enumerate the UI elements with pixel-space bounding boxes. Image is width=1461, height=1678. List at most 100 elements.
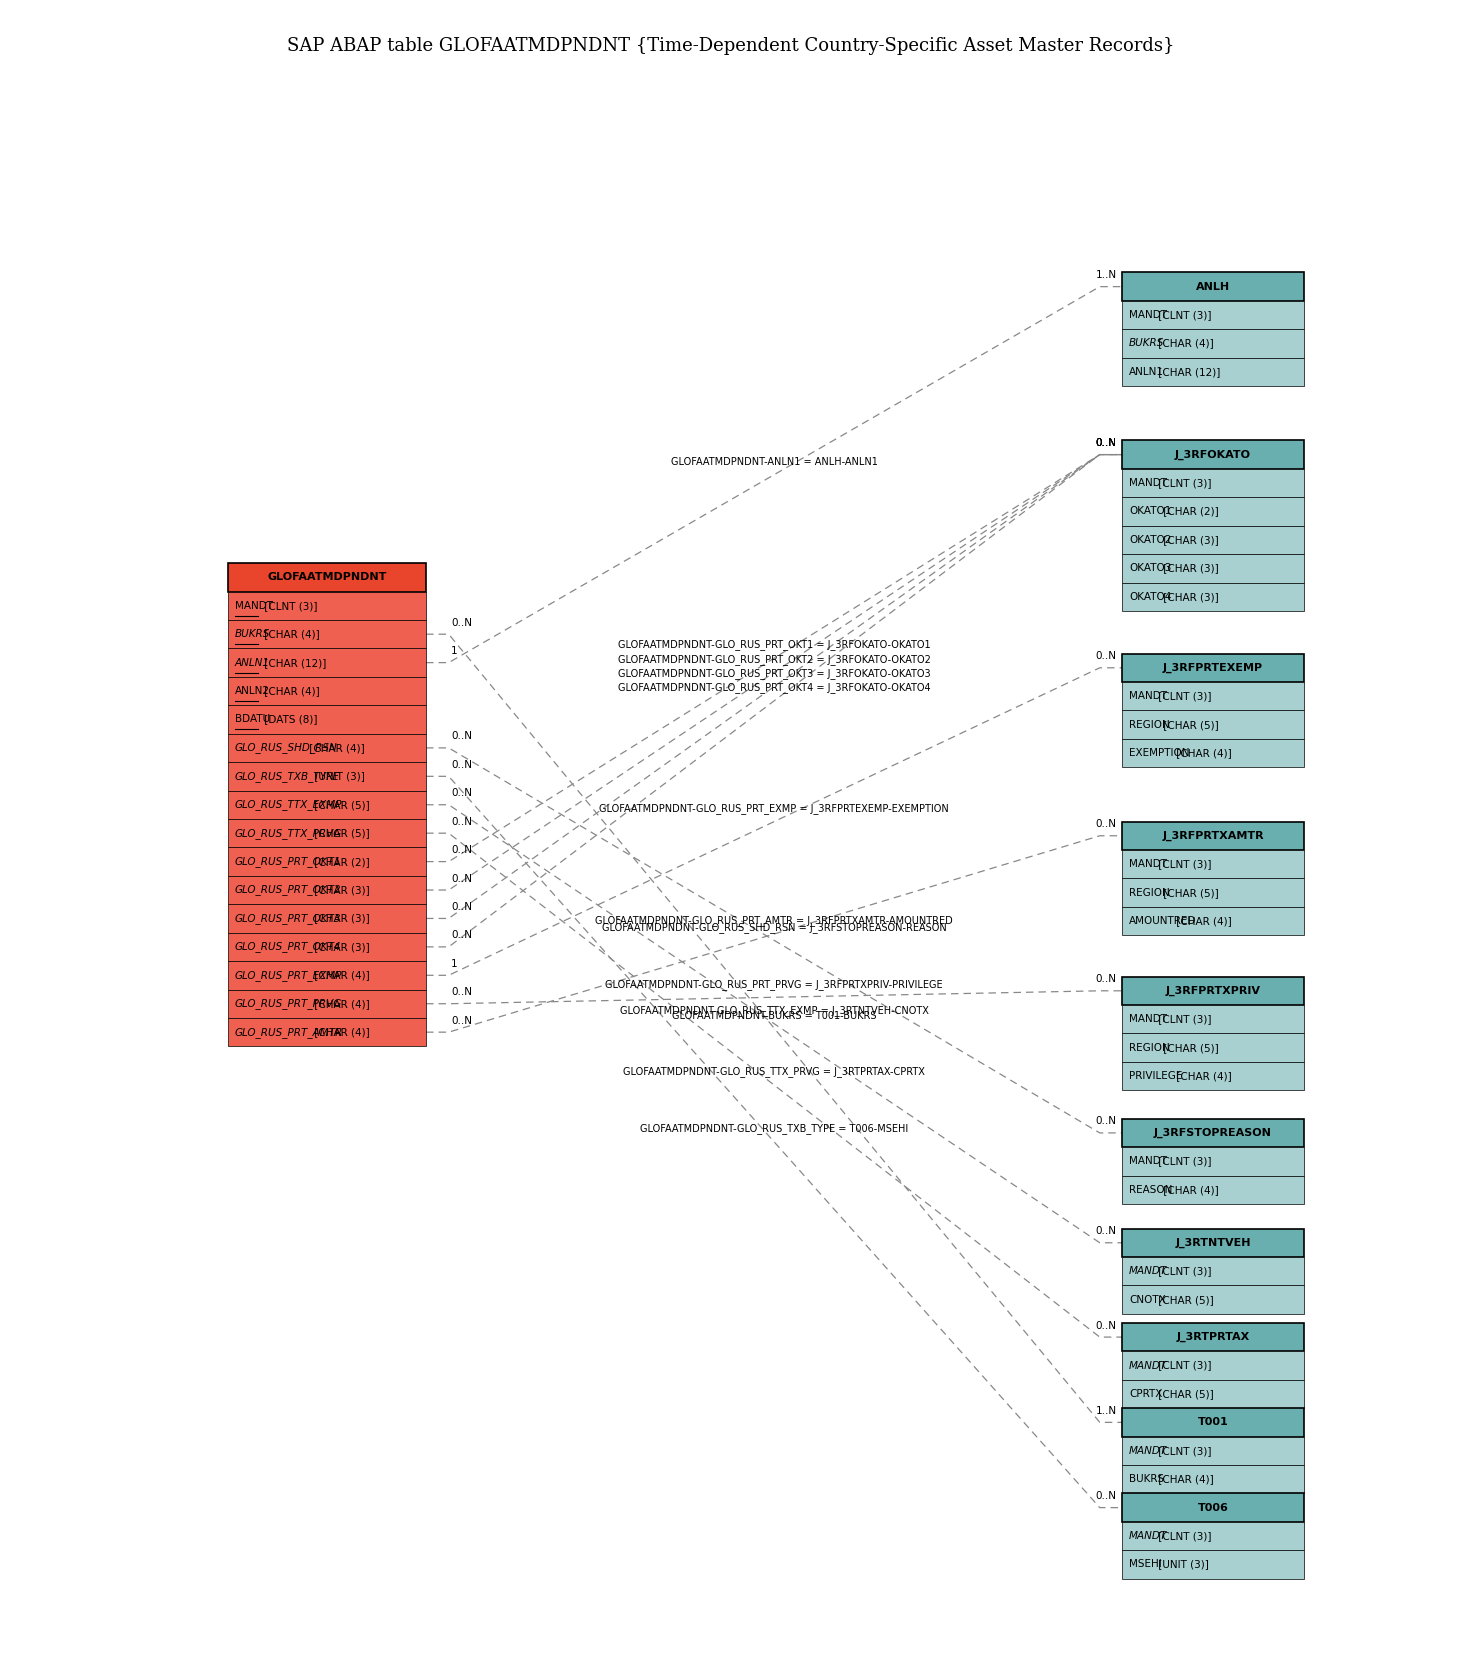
Bar (228, 592, 427, 619)
Text: MANDT: MANDT (1129, 859, 1167, 869)
Bar (1122, 1550, 1303, 1579)
Text: CNOTX: CNOTX (1129, 1295, 1166, 1304)
Text: OKATO2: OKATO2 (1129, 535, 1172, 545)
Text: J_3RTPRTAX: J_3RTPRTAX (1176, 1332, 1249, 1342)
Text: BUKRS: BUKRS (235, 629, 270, 639)
Text: [CLNT (3)]: [CLNT (3)] (1156, 1446, 1211, 1457)
Text: GLO_RUS_PRT_AMTR: GLO_RUS_PRT_AMTR (235, 1027, 343, 1037)
Text: [CHAR (5)]: [CHAR (5)] (1160, 720, 1218, 730)
Text: 0..N: 0..N (1096, 975, 1116, 985)
Text: [CHAR (4)]: [CHAR (4)] (311, 1027, 370, 1037)
Bar (228, 961, 427, 990)
Text: 0..N: 0..N (451, 1015, 472, 1025)
Text: SAP ABAP table GLOFAATMDPNDNT {Time-Dependent Country-Specific Asset Master Reco: SAP ABAP table GLOFAATMDPNDNT {Time-Depe… (286, 37, 1175, 55)
Text: GLOFAATMDPNDNT-GLO_RUS_TXB_TYPE = T006-MSEHI: GLOFAATMDPNDNT-GLO_RUS_TXB_TYPE = T006-M… (640, 1123, 909, 1134)
Bar (228, 847, 427, 876)
Bar (228, 933, 427, 961)
Text: 0..N: 0..N (1096, 438, 1116, 448)
Bar (1122, 1322, 1303, 1351)
Bar (228, 619, 427, 648)
Text: [CHAR (4)]: [CHAR (4)] (260, 629, 320, 639)
Bar (1122, 1148, 1303, 1176)
Bar (1122, 681, 1303, 710)
Text: GLOFAATMDPNDNT-GLO_RUS_SHD_RSN = J_3RFSTOPREASON-REASON: GLOFAATMDPNDNT-GLO_RUS_SHD_RSN = J_3RFST… (602, 921, 947, 933)
Text: OKATO1: OKATO1 (1129, 507, 1172, 517)
Bar (1122, 1285, 1303, 1314)
Bar (1122, 878, 1303, 906)
Bar (228, 904, 427, 933)
Text: MANDT: MANDT (1129, 478, 1167, 488)
Bar (228, 790, 427, 819)
Text: [CLNT (3)]: [CLNT (3)] (1156, 310, 1211, 320)
Text: REGION: REGION (1129, 888, 1170, 898)
Bar (228, 733, 427, 762)
Text: MANDT: MANDT (235, 601, 273, 611)
Bar (1122, 357, 1303, 386)
Text: [CHAR (4)]: [CHAR (4)] (260, 686, 320, 696)
Text: [CHAR (2)]: [CHAR (2)] (311, 856, 370, 866)
Text: MANDT: MANDT (1129, 1361, 1167, 1371)
Text: 0..N: 0..N (451, 987, 472, 997)
Text: ANLN2: ANLN2 (235, 686, 270, 696)
Text: MANDT: MANDT (1129, 1446, 1167, 1457)
Text: J_3RFOKATO: J_3RFOKATO (1175, 450, 1251, 460)
Text: [CHAR (4)]: [CHAR (4)] (1160, 1185, 1218, 1195)
Text: [CHAR (5)]: [CHAR (5)] (1156, 1295, 1214, 1304)
Text: 0..N: 0..N (451, 874, 472, 884)
Text: BDATU: BDATU (235, 715, 270, 725)
Text: GLOFAATMDPNDNT-GLO_RUS_TTX_EXMP = J_3RTNTVEH-CNOTX: GLOFAATMDPNDNT-GLO_RUS_TTX_EXMP = J_3RTN… (619, 1005, 929, 1015)
Text: MANDT: MANDT (1129, 1267, 1167, 1277)
Bar (228, 564, 427, 592)
Bar (228, 876, 427, 904)
Text: REGION: REGION (1129, 720, 1170, 730)
Text: 0..N: 0..N (1096, 651, 1116, 661)
Bar (1122, 1522, 1303, 1550)
Bar (1122, 1493, 1303, 1522)
Text: OKATO3: OKATO3 (1129, 564, 1172, 574)
Text: 0..N: 0..N (451, 817, 472, 827)
Bar (1122, 1465, 1303, 1493)
Text: [DATS (8)]: [DATS (8)] (260, 715, 317, 725)
Text: [CHAR (2)]: [CHAR (2)] (1160, 507, 1218, 517)
Text: 0..N: 0..N (451, 789, 472, 799)
Bar (1122, 1351, 1303, 1379)
Bar (1122, 440, 1303, 468)
Text: 0..N: 0..N (1096, 438, 1116, 448)
Text: [CHAR (5)]: [CHAR (5)] (1156, 1389, 1214, 1399)
Text: MANDT: MANDT (1129, 1156, 1167, 1166)
Text: T001: T001 (1198, 1418, 1229, 1428)
Text: GLO_RUS_PRT_EXMP: GLO_RUS_PRT_EXMP (235, 970, 342, 980)
Text: [CHAR (4)]: [CHAR (4)] (1156, 339, 1214, 349)
Text: [CLNT (3)]: [CLNT (3)] (1156, 1530, 1211, 1540)
Text: [CHAR (3)]: [CHAR (3)] (1160, 564, 1218, 574)
Bar (1122, 710, 1303, 738)
Text: MSEHI: MSEHI (1129, 1559, 1161, 1569)
Text: J_3RFPRTXAMTR: J_3RFPRTXAMTR (1161, 831, 1264, 841)
Text: [CHAR (3)]: [CHAR (3)] (311, 913, 370, 923)
Bar (1122, 1436, 1303, 1465)
Text: MANDT: MANDT (1129, 691, 1167, 701)
Text: [CLNT (3)]: [CLNT (3)] (1156, 1361, 1211, 1371)
Text: [CHAR (5)]: [CHAR (5)] (1160, 1042, 1218, 1052)
Text: 0..N: 0..N (451, 930, 472, 940)
Text: [CHAR (4)]: [CHAR (4)] (311, 970, 370, 980)
Bar (228, 990, 427, 1019)
Text: GLOFAATMDPNDNT-GLO_RUS_PRT_EXMP = J_3RFPRTEXEMP-EXEMPTION: GLOFAATMDPNDNT-GLO_RUS_PRT_EXMP = J_3RFP… (599, 802, 950, 814)
Text: J_3RFPRTEXEMP: J_3RFPRTEXEMP (1163, 663, 1264, 673)
Text: GLO_RUS_PRT_OKT2: GLO_RUS_PRT_OKT2 (235, 884, 342, 896)
Bar (1122, 300, 1303, 329)
Text: [CHAR (4)]: [CHAR (4)] (1173, 748, 1232, 758)
Bar (1122, 653, 1303, 681)
Text: REASON: REASON (1129, 1185, 1173, 1195)
Bar (1122, 329, 1303, 357)
Text: GLOFAATMDPNDNT-GLO_RUS_PRT_AMTR = J_3RFPRTXAMTR-AMOUNTRED: GLOFAATMDPNDNT-GLO_RUS_PRT_AMTR = J_3RFP… (596, 915, 953, 926)
Text: [CHAR (12)]: [CHAR (12)] (260, 658, 326, 668)
Bar (228, 762, 427, 790)
Text: BUKRS: BUKRS (1129, 1475, 1164, 1485)
Text: 0..N: 0..N (1096, 1321, 1116, 1331)
Text: GLOFAATMDPNDNT-ANLN1 = ANLH-ANLN1: GLOFAATMDPNDNT-ANLN1 = ANLH-ANLN1 (671, 456, 878, 466)
Text: [CHAR (3)]: [CHAR (3)] (1160, 592, 1218, 602)
Text: EXEMPTION: EXEMPTION (1129, 748, 1189, 758)
Text: [CHAR (5)]: [CHAR (5)] (311, 800, 370, 810)
Bar (1122, 851, 1303, 878)
